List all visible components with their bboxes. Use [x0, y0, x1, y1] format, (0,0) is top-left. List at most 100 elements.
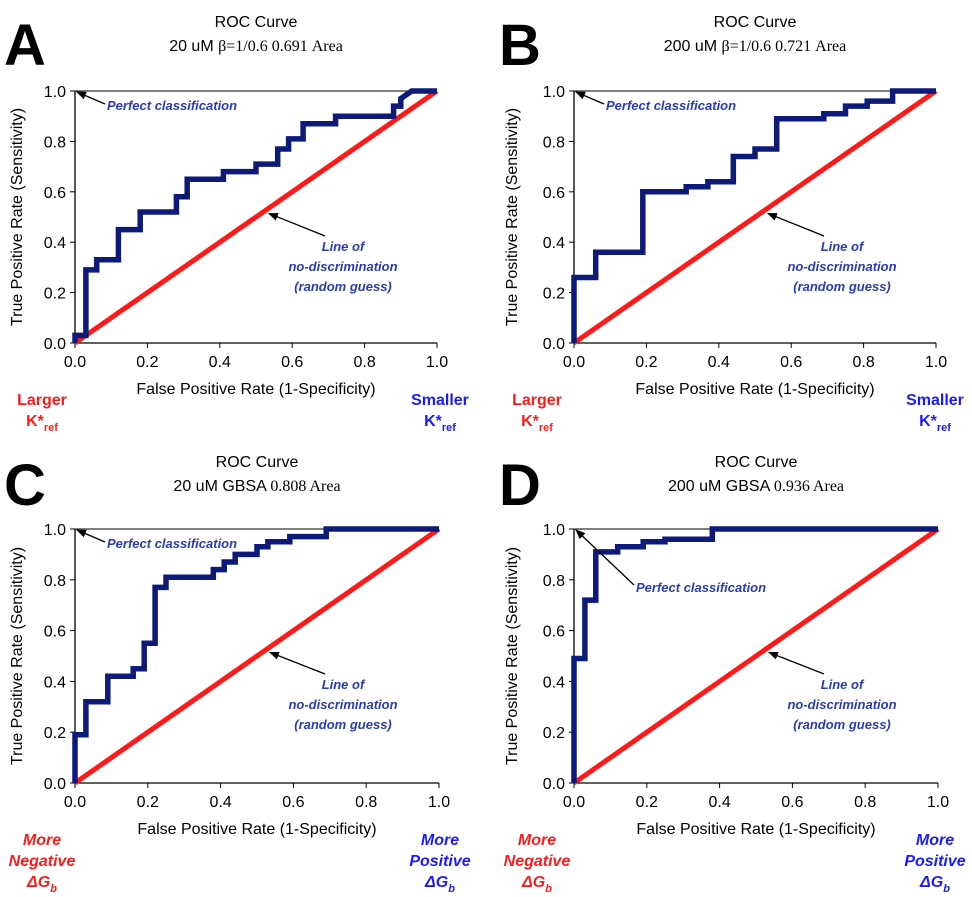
arrow-no-discrimination	[267, 212, 326, 237]
corner-left-line-2: ΔGb	[521, 874, 552, 895]
corner-right-line-1: Positive	[904, 853, 965, 870]
x-tick-label: 0.6	[282, 794, 304, 811]
y-tick-label: 0.8	[543, 573, 565, 590]
annotation-line-of: Line of	[322, 677, 366, 692]
y-tick-label: 0.6	[44, 185, 66, 202]
x-tick-label: 0.8	[852, 354, 874, 371]
y-tick-label: 0.4	[44, 235, 66, 252]
y-tick-label: 0.6	[543, 185, 565, 202]
x-tick-label: 0.6	[780, 354, 802, 371]
corner-left-line-1: K*ref	[26, 413, 58, 434]
y-tick-label: 1.0	[44, 84, 66, 101]
y-tick-label: 0.6	[44, 624, 66, 641]
annotation-perfect: Perfect classification	[636, 580, 766, 595]
y-tick-label: 1.0	[543, 522, 565, 539]
y-axis-label: True Positive Rate (Sensitivity)	[9, 108, 26, 326]
x-tick-label: 0.4	[209, 794, 231, 811]
corner-right-line-2: ΔGb	[919, 874, 950, 895]
panel-d: D ROC Curve 200 uM GBSA 0.936 Area 0.0 0.2 0.…	[499, 453, 966, 895]
corner-right-line-0: More	[421, 832, 459, 849]
x-tick-label: 0.2	[136, 354, 158, 371]
annotation-no-discrimination: no-discrimination	[288, 259, 397, 274]
x-tick-label: 0.0	[563, 354, 585, 371]
annotation-line-of: Line of	[821, 239, 865, 254]
roc-curve	[571, 88, 936, 343]
y-tick-label: 0.4	[543, 674, 565, 691]
annotation-random-guess: (random guess)	[294, 279, 392, 294]
y-tick-label: 0.4	[44, 674, 66, 691]
annotation-no-discrimination: no-discrimination	[288, 697, 397, 712]
panel-letter: D	[499, 453, 541, 518]
y-tick-label: 1.0	[543, 84, 565, 101]
annotation-random-guess: (random guess)	[793, 279, 891, 294]
corner-right-line-0: Smaller	[906, 392, 964, 409]
chart-subtitle: 20 uM β=1/0.6 0.691 Area	[169, 38, 343, 55]
x-tick-label: 0.8	[854, 794, 876, 811]
corner-right-line-1: K*ref	[919, 413, 951, 434]
annotation-line-of: Line of	[322, 239, 366, 254]
x-tick-label: 0.0	[64, 354, 86, 371]
corner-left-line-1: Negative	[504, 853, 571, 870]
panel-letter: C	[4, 453, 46, 518]
annotation-no-discrimination: no-discrimination	[787, 697, 896, 712]
annotation-random-guess: (random guess)	[793, 717, 891, 732]
x-tick-label: 0.6	[281, 354, 303, 371]
x-tick-label: 0.8	[353, 354, 375, 371]
x-tick-label: 1.0	[428, 794, 450, 811]
panel-letter: B	[499, 13, 541, 78]
annotation-perfect: Perfect classification	[606, 98, 736, 113]
y-tick-label: 0.4	[543, 235, 565, 252]
annotation-perfect: Perfect classification	[107, 98, 237, 113]
corner-left-line-1: Negative	[9, 853, 76, 870]
y-tick-label: 0.8	[543, 134, 565, 151]
chart-title: ROC Curve	[715, 454, 798, 471]
corner-left-line-1: K*ref	[521, 413, 553, 434]
x-tick-label: 0.2	[137, 794, 159, 811]
y-tick-label: 0.6	[543, 624, 565, 641]
arrow-no-discrimination	[767, 651, 825, 675]
panel-letter: A	[4, 13, 46, 78]
chart-title: ROC Curve	[714, 14, 797, 31]
corner-right-line-1: Positive	[409, 853, 470, 870]
diagonal-line	[572, 88, 938, 346]
arrow-perfect	[76, 91, 106, 105]
y-tick-label: 0.2	[543, 725, 565, 742]
x-tick-label: 0.4	[708, 354, 730, 371]
corner-left-line-0: Larger	[17, 392, 67, 409]
annotation-perfect: Perfect classification	[107, 536, 237, 551]
diagonal-line	[73, 88, 439, 346]
x-tick-label: 1.0	[925, 354, 947, 371]
y-tick-label: 0.0	[543, 776, 565, 793]
arrow-perfect	[76, 529, 106, 543]
x-tick-label: 0.2	[636, 794, 658, 811]
arrow-no-discrimination	[268, 651, 326, 675]
annotation-random-guess: (random guess)	[294, 717, 392, 732]
x-tick-label: 0.2	[635, 354, 657, 371]
x-tick-label: 0.4	[209, 354, 231, 371]
x-tick-label: 0.0	[64, 794, 86, 811]
x-axis-label: False Positive Rate (1-Specificity)	[137, 821, 376, 838]
y-tick-label: 0.2	[44, 286, 66, 303]
x-axis-label: False Positive Rate (1-Specificity)	[635, 381, 874, 398]
corner-left-line-0: Larger	[512, 392, 562, 409]
y-tick-label: 0.2	[44, 725, 66, 742]
chart-title: ROC Curve	[215, 14, 298, 31]
arrow-perfect	[575, 91, 605, 105]
y-tick-label: 0.0	[44, 776, 66, 793]
y-axis-label: True Positive Rate (Sensitivity)	[9, 547, 26, 765]
panel-a: A ROC Curve 20 uM β=1/0.6 0.691 Area 0.0 0.2…	[4, 13, 469, 434]
corner-right-line-1: K*ref	[424, 413, 456, 434]
y-tick-label: 0.2	[543, 286, 565, 303]
corner-right-line-0: More	[916, 832, 954, 849]
y-tick-label: 0.8	[44, 573, 66, 590]
arrow-no-discrimination	[766, 212, 825, 237]
panel-c: C ROC Curve 20 uM GBSA 0.808 Area 0.0 0.2 0.4…	[4, 453, 471, 895]
diagonal-line	[572, 526, 940, 786]
x-axis-label: False Positive Rate (1-Specificity)	[636, 821, 875, 838]
corner-right-line-0: Smaller	[411, 392, 469, 409]
y-axis-label: True Positive Rate (Sensitivity)	[504, 547, 521, 765]
corner-left-line-0: More	[518, 832, 556, 849]
x-tick-label: 0.0	[563, 794, 585, 811]
